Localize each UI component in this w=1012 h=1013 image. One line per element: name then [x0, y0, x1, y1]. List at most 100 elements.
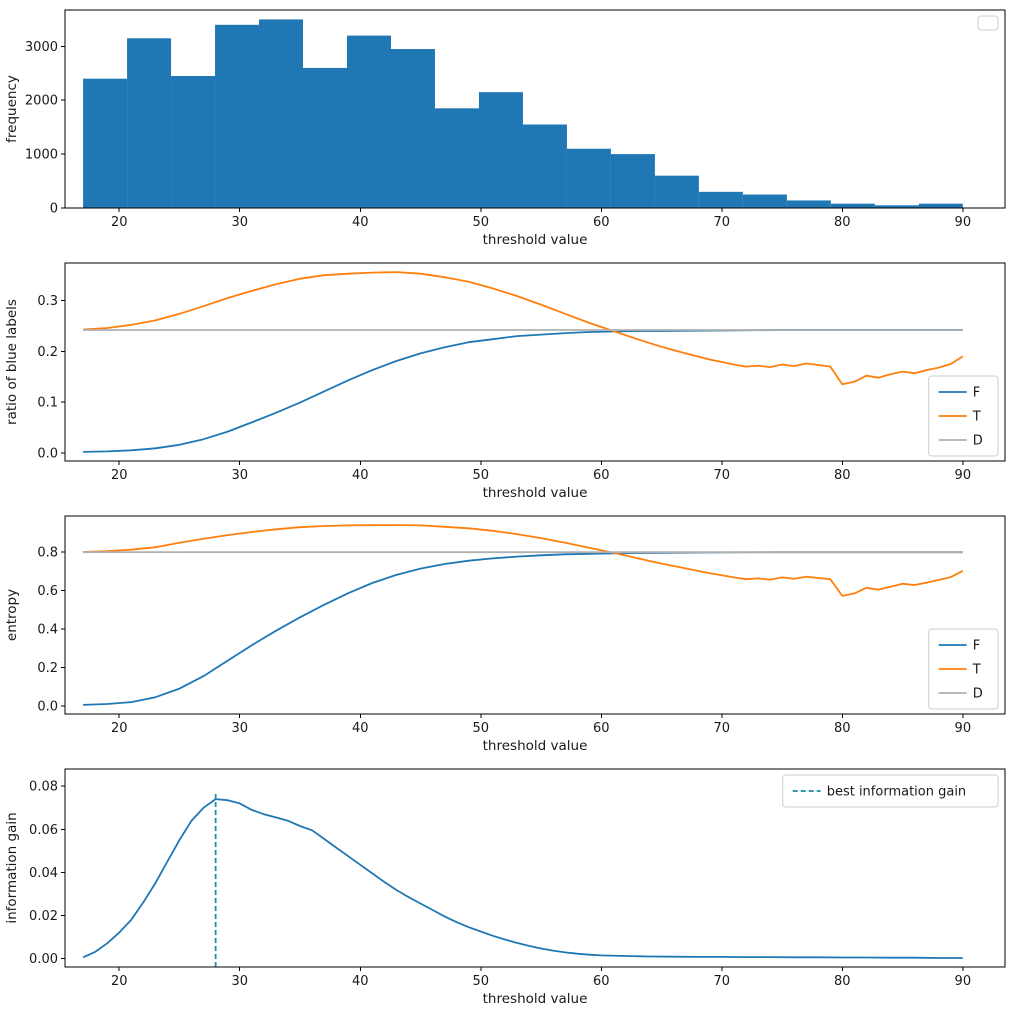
x-tick-label: 40	[352, 215, 369, 230]
histogram-bar	[522, 124, 567, 208]
x-tick-label: 20	[111, 468, 128, 483]
histogram-bar	[434, 108, 479, 208]
histogram-bar	[127, 38, 172, 208]
histogram-bar	[742, 194, 787, 208]
x-tick-label: 90	[955, 468, 972, 483]
x-tick-label: 30	[231, 721, 248, 736]
plot-area	[82, 792, 963, 967]
information-gain-plot: 20 30 40 50 60 70 80 90 0.00 0.02 0.04 0.06 0.08 thre…	[4, 768, 1006, 1007]
plot-area	[83, 524, 964, 706]
series-line-F	[83, 551, 963, 706]
histogram-bar	[610, 154, 655, 208]
x-tick-label: 40	[352, 721, 369, 736]
x-axis-label: threshold value	[483, 991, 588, 1007]
x-tick-label: 50	[472, 974, 489, 989]
legend-label: F	[973, 386, 980, 401]
histogram-bar	[347, 35, 391, 208]
legend-box	[782, 774, 999, 808]
entropy-plot: 20 30 40 50 60 70 80 90 0.0 0.2 0.4 0.6 0.8 threshold…	[4, 515, 1006, 754]
x-tick-label: 80	[834, 721, 851, 736]
legend-label: T	[972, 663, 981, 678]
x-tick-label: 80	[834, 468, 851, 483]
y-tick-label: 0.8	[37, 545, 58, 560]
series-line-information-gain	[82, 798, 963, 959]
x-tick-label: 70	[714, 215, 731, 230]
y-axis-label: entropy	[4, 589, 20, 641]
series-line-T	[83, 524, 964, 597]
y-tick-label: 0.4	[37, 622, 58, 637]
legend-label: T	[972, 410, 981, 425]
x-tick-label: 70	[714, 721, 731, 736]
y-tick-label: 3000	[25, 40, 58, 55]
x-tick-label: 70	[714, 974, 731, 989]
histogram-bar	[786, 200, 831, 208]
x-tick-label: 80	[834, 974, 851, 989]
x-tick-label: 40	[352, 468, 369, 483]
y-tick-label: 0.0	[37, 446, 58, 461]
y-axis-label: information gain	[4, 812, 20, 923]
y-tick-label: 0.0	[37, 699, 58, 714]
x-tick-label: 60	[593, 721, 610, 736]
x-tick-label: 40	[352, 974, 369, 989]
ratio-panel: 20 30 40 50 60 70 80 90 0.0 0.1 0.2 0.3 threshold va…	[0, 253, 1012, 506]
plot-area	[83, 19, 963, 208]
x-tick-label: 20	[111, 974, 128, 989]
y-tick-label: 0.6	[37, 584, 58, 599]
legend: best information gain	[782, 774, 999, 808]
x-tick-label: 30	[231, 215, 248, 230]
legend-label: F	[973, 639, 980, 654]
histogram-bar	[566, 148, 611, 208]
legend-label: D	[973, 434, 983, 449]
x-axis-label: threshold value	[483, 485, 588, 501]
entropy-panel: 20 30 40 50 60 70 80 90 0.0 0.2 0.4 0.6 0.8 threshold…	[0, 506, 1012, 759]
information-gain-panel: 20 30 40 50 60 70 80 90 0.00 0.02 0.04 0.06 0.08 thre…	[0, 759, 1012, 1012]
y-tick-label: 0.1	[37, 396, 58, 411]
y-tick-label: 2000	[25, 94, 58, 109]
x-tick-label: 20	[111, 721, 128, 736]
plot-border	[64, 768, 1006, 968]
y-tick-label: 0.04	[29, 866, 58, 881]
histogram-bar	[918, 203, 963, 208]
x-tick-label: 90	[955, 721, 972, 736]
histogram-bar	[303, 67, 347, 208]
series-line-F	[83, 329, 963, 453]
x-tick-label: 60	[593, 974, 610, 989]
x-tick-label: 90	[955, 974, 972, 989]
y-tick-label: 0	[50, 202, 58, 217]
legend-box	[977, 15, 999, 31]
x-tick-label: 70	[714, 468, 731, 483]
histogram-bar	[698, 191, 743, 208]
histogram-bar	[259, 19, 304, 208]
legend-label: D	[973, 687, 983, 702]
x-axis-label: threshold value	[483, 232, 588, 248]
legend: FTD	[928, 375, 999, 457]
x-tick-label: 50	[472, 468, 489, 483]
legend	[977, 15, 999, 31]
x-tick-label: 80	[834, 215, 851, 230]
y-tick-label: 1000	[25, 148, 58, 163]
y-tick-label: 0.06	[29, 823, 58, 838]
ratio-of-blue-labels-plot: 20 30 40 50 60 70 80 90 0.0 0.1 0.2 0.3 threshold va…	[4, 262, 1006, 501]
x-tick-label: 50	[472, 721, 489, 736]
histogram-bar	[478, 92, 523, 208]
y-tick-label: 0.3	[37, 294, 58, 309]
histogram-plot: 20 30 40 50 60 70 80 90 0 1000 2000 3000 threshold v…	[4, 9, 1006, 248]
plot-area	[83, 271, 964, 453]
histogram-panel: 20 30 40 50 60 70 80 90 0 1000 2000 3000 threshold v…	[0, 0, 1012, 253]
x-tick-label: 90	[955, 215, 972, 230]
y-tick-label: 0.2	[37, 345, 58, 360]
histogram-bar	[874, 205, 919, 208]
plot-border	[64, 9, 1006, 209]
x-tick-label: 20	[111, 215, 128, 230]
histogram-bar	[390, 49, 435, 208]
x-tick-label: 60	[593, 215, 610, 230]
y-tick-label: 0.00	[29, 952, 58, 967]
histogram-bar	[171, 76, 216, 208]
y-axis-label: frequency	[4, 75, 20, 143]
histogram-bar	[830, 203, 875, 208]
x-tick-label: 50	[472, 215, 489, 230]
x-tick-label: 30	[231, 974, 248, 989]
legend: FTD	[928, 628, 999, 710]
y-tick-label: 0.2	[37, 661, 58, 676]
y-tick-label: 0.02	[29, 909, 58, 924]
